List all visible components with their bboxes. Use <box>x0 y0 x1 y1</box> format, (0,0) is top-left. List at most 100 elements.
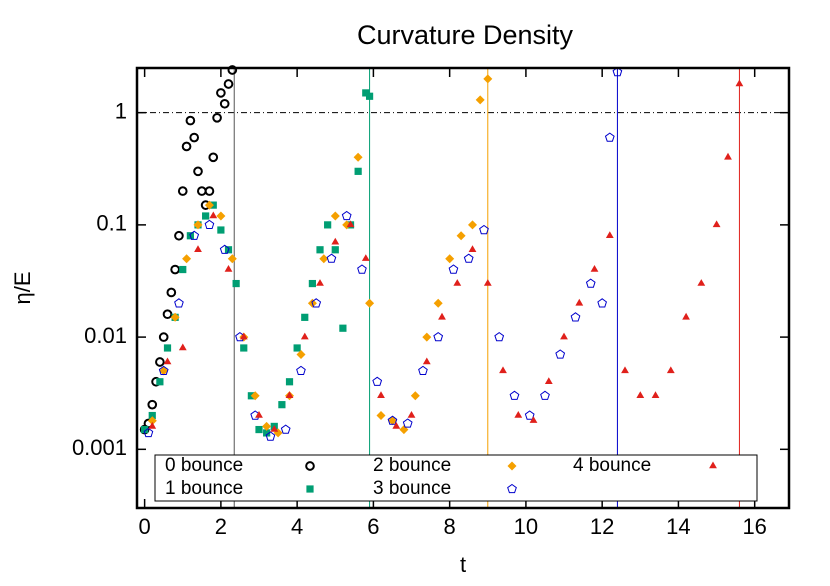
y-tick-label: 0.1 <box>96 211 127 236</box>
y-axis-label: η/E <box>10 271 35 304</box>
x-axis-label: t <box>460 552 466 577</box>
point <box>278 401 286 409</box>
point <box>724 152 732 160</box>
point <box>575 298 584 306</box>
point <box>392 421 401 429</box>
point <box>331 237 340 245</box>
point <box>463 253 474 263</box>
legend-marker <box>507 483 517 494</box>
point <box>280 424 291 434</box>
point <box>239 332 248 340</box>
point <box>166 287 177 298</box>
point <box>196 186 207 196</box>
legend-label: 3 bounce <box>373 478 451 499</box>
point <box>331 246 339 254</box>
legend-marker <box>709 461 717 469</box>
point <box>483 74 493 84</box>
y-tick-label: 1 <box>115 98 127 123</box>
point <box>341 210 352 221</box>
point <box>410 391 420 401</box>
point <box>293 344 301 352</box>
point <box>208 152 219 163</box>
point <box>422 332 432 342</box>
legend-marker <box>305 461 315 471</box>
point <box>353 152 363 162</box>
point <box>311 298 322 308</box>
point <box>560 332 568 340</box>
point <box>453 279 462 286</box>
point <box>456 231 466 241</box>
x-tick-label: 6 <box>367 514 379 539</box>
point <box>354 167 362 175</box>
point <box>232 279 240 288</box>
point <box>555 349 566 359</box>
point <box>540 390 550 400</box>
point <box>597 298 607 308</box>
legend-marker <box>306 485 314 493</box>
point <box>255 425 263 434</box>
point <box>377 391 385 398</box>
point <box>193 220 203 230</box>
point <box>438 312 446 320</box>
point <box>357 264 367 274</box>
point <box>209 211 218 219</box>
point <box>301 313 309 321</box>
point <box>544 377 553 384</box>
point <box>387 415 398 425</box>
point <box>399 425 409 435</box>
point <box>365 298 375 308</box>
point <box>216 211 226 221</box>
point <box>605 231 614 238</box>
point <box>158 332 169 342</box>
point <box>162 309 173 320</box>
point <box>433 331 444 342</box>
plot-frame <box>135 66 791 510</box>
x-tick-label: 16 <box>742 514 766 539</box>
point <box>147 399 158 410</box>
point <box>362 89 370 97</box>
point <box>612 66 623 77</box>
point <box>570 312 581 322</box>
point <box>479 224 489 235</box>
point <box>376 411 386 420</box>
point <box>219 98 230 109</box>
point <box>219 244 230 254</box>
point <box>448 264 459 274</box>
point <box>365 92 374 100</box>
point <box>509 390 520 400</box>
point <box>265 431 276 441</box>
point <box>651 391 660 398</box>
point <box>316 246 324 254</box>
point <box>342 220 352 230</box>
point <box>666 366 675 374</box>
point <box>621 366 629 374</box>
point <box>194 245 202 252</box>
point <box>407 411 416 418</box>
point <box>217 226 225 234</box>
point <box>170 312 180 322</box>
y-tick-label: 0.01 <box>84 323 127 348</box>
point <box>255 411 263 418</box>
point <box>148 411 156 420</box>
point <box>346 220 355 228</box>
point <box>636 391 645 398</box>
point <box>324 221 332 229</box>
legend-label: 2 bounce <box>373 455 451 476</box>
point <box>148 421 157 429</box>
x-tick-label: 8 <box>444 514 456 539</box>
point <box>204 219 215 229</box>
point <box>285 391 294 398</box>
legend-label: 0 bounce <box>165 455 243 476</box>
point <box>147 416 157 426</box>
point <box>402 418 413 428</box>
point <box>296 350 306 359</box>
point <box>468 220 477 230</box>
point <box>524 410 535 420</box>
point <box>372 376 383 386</box>
point <box>300 332 309 340</box>
x-tick-label: 0 <box>139 514 151 539</box>
point <box>319 254 329 264</box>
x-tick-label: 12 <box>590 514 614 539</box>
point <box>263 429 271 437</box>
point <box>585 278 596 288</box>
